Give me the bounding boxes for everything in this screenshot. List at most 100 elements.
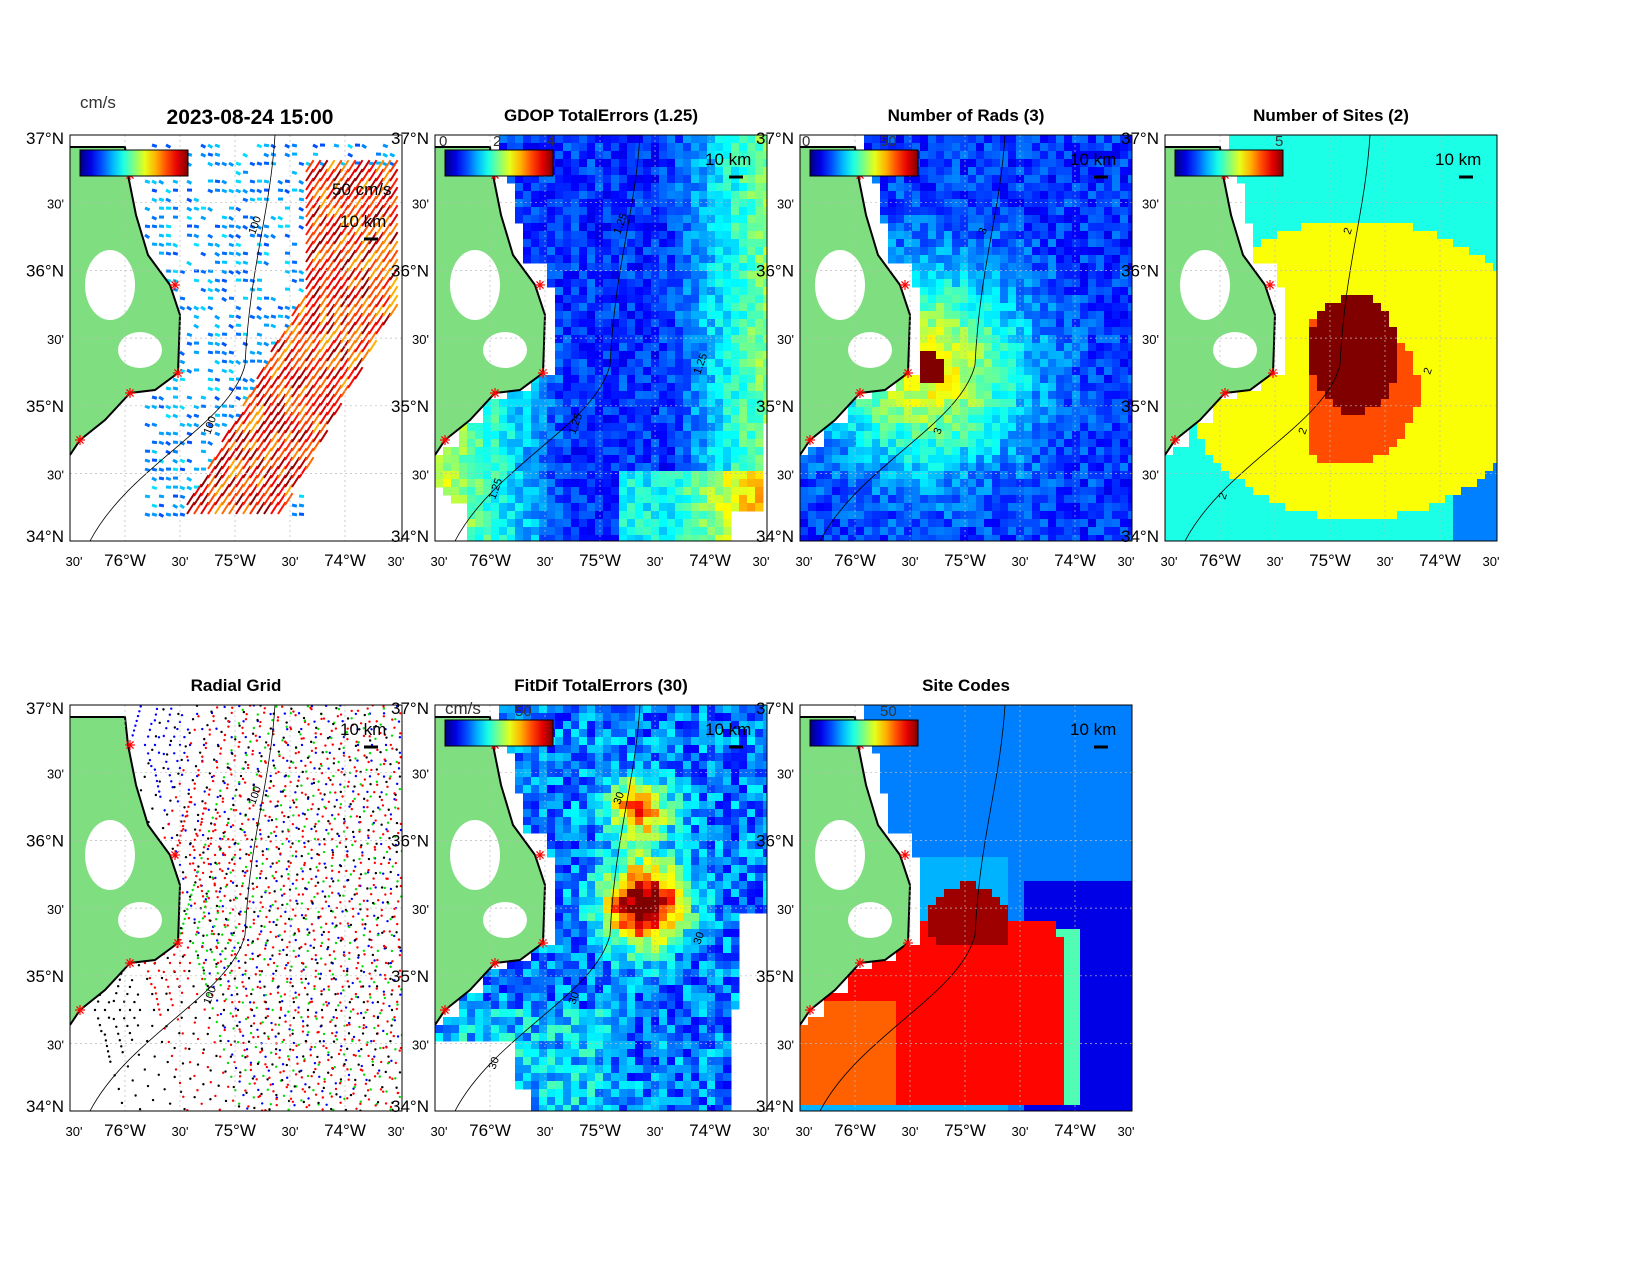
heatmap-cell bbox=[603, 479, 612, 488]
heatmap-cell bbox=[491, 423, 500, 432]
heatmap-cell bbox=[627, 175, 636, 184]
heatmap-cell bbox=[1253, 511, 1262, 520]
heatmap-cell bbox=[635, 215, 644, 224]
heatmap-cell bbox=[555, 287, 564, 296]
heatmap-cell bbox=[1104, 303, 1113, 312]
heatmap-cell bbox=[539, 447, 548, 456]
heatmap-cell bbox=[1285, 359, 1294, 368]
heatmap-cell bbox=[1000, 183, 1009, 192]
heatmap-cell bbox=[683, 471, 692, 480]
current-vector bbox=[256, 314, 262, 321]
heatmap-cell bbox=[755, 447, 764, 456]
heatmap-cell bbox=[848, 495, 857, 504]
heatmap-cell bbox=[1301, 391, 1310, 400]
heatmap-cell bbox=[936, 279, 945, 288]
current-vector bbox=[242, 438, 252, 452]
heatmap-cell bbox=[499, 455, 508, 464]
current-vector bbox=[186, 332, 193, 337]
heatmap-cell bbox=[1104, 151, 1113, 160]
heatmap-cell bbox=[848, 415, 857, 424]
heatmap-cell bbox=[707, 463, 716, 472]
current-vector bbox=[263, 179, 270, 184]
heatmap-cell bbox=[667, 431, 676, 440]
heatmap-cell bbox=[1293, 287, 1302, 296]
current-vector bbox=[375, 312, 385, 326]
heatmap-cell bbox=[619, 511, 628, 520]
heatmap-cell bbox=[1253, 175, 1262, 184]
y-tick-label: 34°N bbox=[391, 527, 429, 546]
heatmap-cell bbox=[952, 511, 961, 520]
heatmap-cell bbox=[1120, 303, 1129, 312]
current-vector bbox=[207, 188, 214, 194]
heatmap-cell bbox=[739, 335, 748, 344]
current-vector bbox=[186, 215, 193, 221]
heatmap-cell bbox=[1088, 439, 1097, 448]
heatmap-cell bbox=[619, 215, 628, 224]
heatmap-cell bbox=[603, 359, 612, 368]
heatmap-cell bbox=[968, 439, 977, 448]
current-vector bbox=[284, 314, 291, 320]
current-vector bbox=[214, 447, 224, 461]
heatmap-cell bbox=[1080, 327, 1089, 336]
heatmap-cell bbox=[1301, 199, 1310, 208]
heatmap-cell bbox=[1261, 527, 1270, 536]
heatmap-cell bbox=[1301, 151, 1310, 160]
heatmap-cell bbox=[563, 247, 572, 256]
heatmap-cell bbox=[832, 463, 841, 472]
current-vector bbox=[235, 206, 242, 212]
heatmap-cell bbox=[1112, 399, 1121, 408]
current-vector bbox=[319, 222, 329, 236]
heatmap-cell bbox=[723, 383, 732, 392]
heatmap-cell bbox=[595, 135, 604, 144]
heatmap-cell bbox=[1024, 263, 1033, 272]
current-vector bbox=[298, 197, 305, 202]
heatmap-cell bbox=[1048, 463, 1057, 472]
heatmap-cell bbox=[1253, 231, 1262, 240]
heatmap-cell bbox=[755, 439, 764, 448]
heatmap-cell bbox=[531, 447, 540, 456]
heatmap-cell bbox=[1000, 199, 1009, 208]
current-vector bbox=[333, 222, 343, 236]
heatmap-cell bbox=[1245, 535, 1254, 541]
heatmap-cell bbox=[1072, 223, 1081, 232]
current-vector bbox=[347, 366, 357, 380]
current-vector bbox=[263, 242, 270, 247]
current-vector bbox=[144, 467, 151, 472]
heatmap-cell bbox=[888, 439, 897, 448]
current-vector bbox=[207, 152, 214, 157]
heatmap-cell bbox=[1128, 423, 1132, 432]
heatmap-cell bbox=[872, 135, 881, 144]
heatmap-cell bbox=[595, 167, 604, 176]
heatmap-cell bbox=[1080, 535, 1089, 541]
heatmap-cell bbox=[603, 431, 612, 440]
heatmap-cell bbox=[1293, 255, 1302, 264]
heatmap-cell bbox=[1008, 351, 1017, 360]
heatmap-cell bbox=[864, 535, 873, 541]
heatmap-cell bbox=[952, 383, 961, 392]
heatmap-cell bbox=[1096, 175, 1105, 184]
heatmap-cell bbox=[643, 383, 652, 392]
heatmap-cell bbox=[1032, 303, 1041, 312]
heatmap-cell bbox=[555, 351, 564, 360]
heatmap-cell bbox=[1277, 247, 1286, 256]
heatmap-cell bbox=[547, 423, 556, 432]
heatmap-cell bbox=[896, 239, 905, 248]
current-vector bbox=[249, 386, 256, 391]
heatmap-cell bbox=[547, 511, 556, 520]
site-marker bbox=[535, 280, 545, 290]
heatmap-cell bbox=[739, 247, 748, 256]
heatmap-cell bbox=[555, 199, 564, 208]
heatmap-cell bbox=[491, 495, 500, 504]
heatmap-cell bbox=[747, 327, 756, 336]
heatmap-cell bbox=[635, 327, 644, 336]
current-vector bbox=[375, 195, 385, 209]
heatmap-cell bbox=[563, 199, 572, 208]
heatmap-cell bbox=[1269, 255, 1278, 264]
heatmap-cell bbox=[1056, 447, 1065, 456]
heatmap-cell bbox=[1000, 383, 1009, 392]
heatmap-cell bbox=[579, 503, 588, 512]
heatmap-cell bbox=[619, 175, 628, 184]
heatmap-cell bbox=[1072, 375, 1081, 384]
heatmap-cell bbox=[523, 407, 532, 416]
heatmap-cell bbox=[723, 535, 732, 541]
